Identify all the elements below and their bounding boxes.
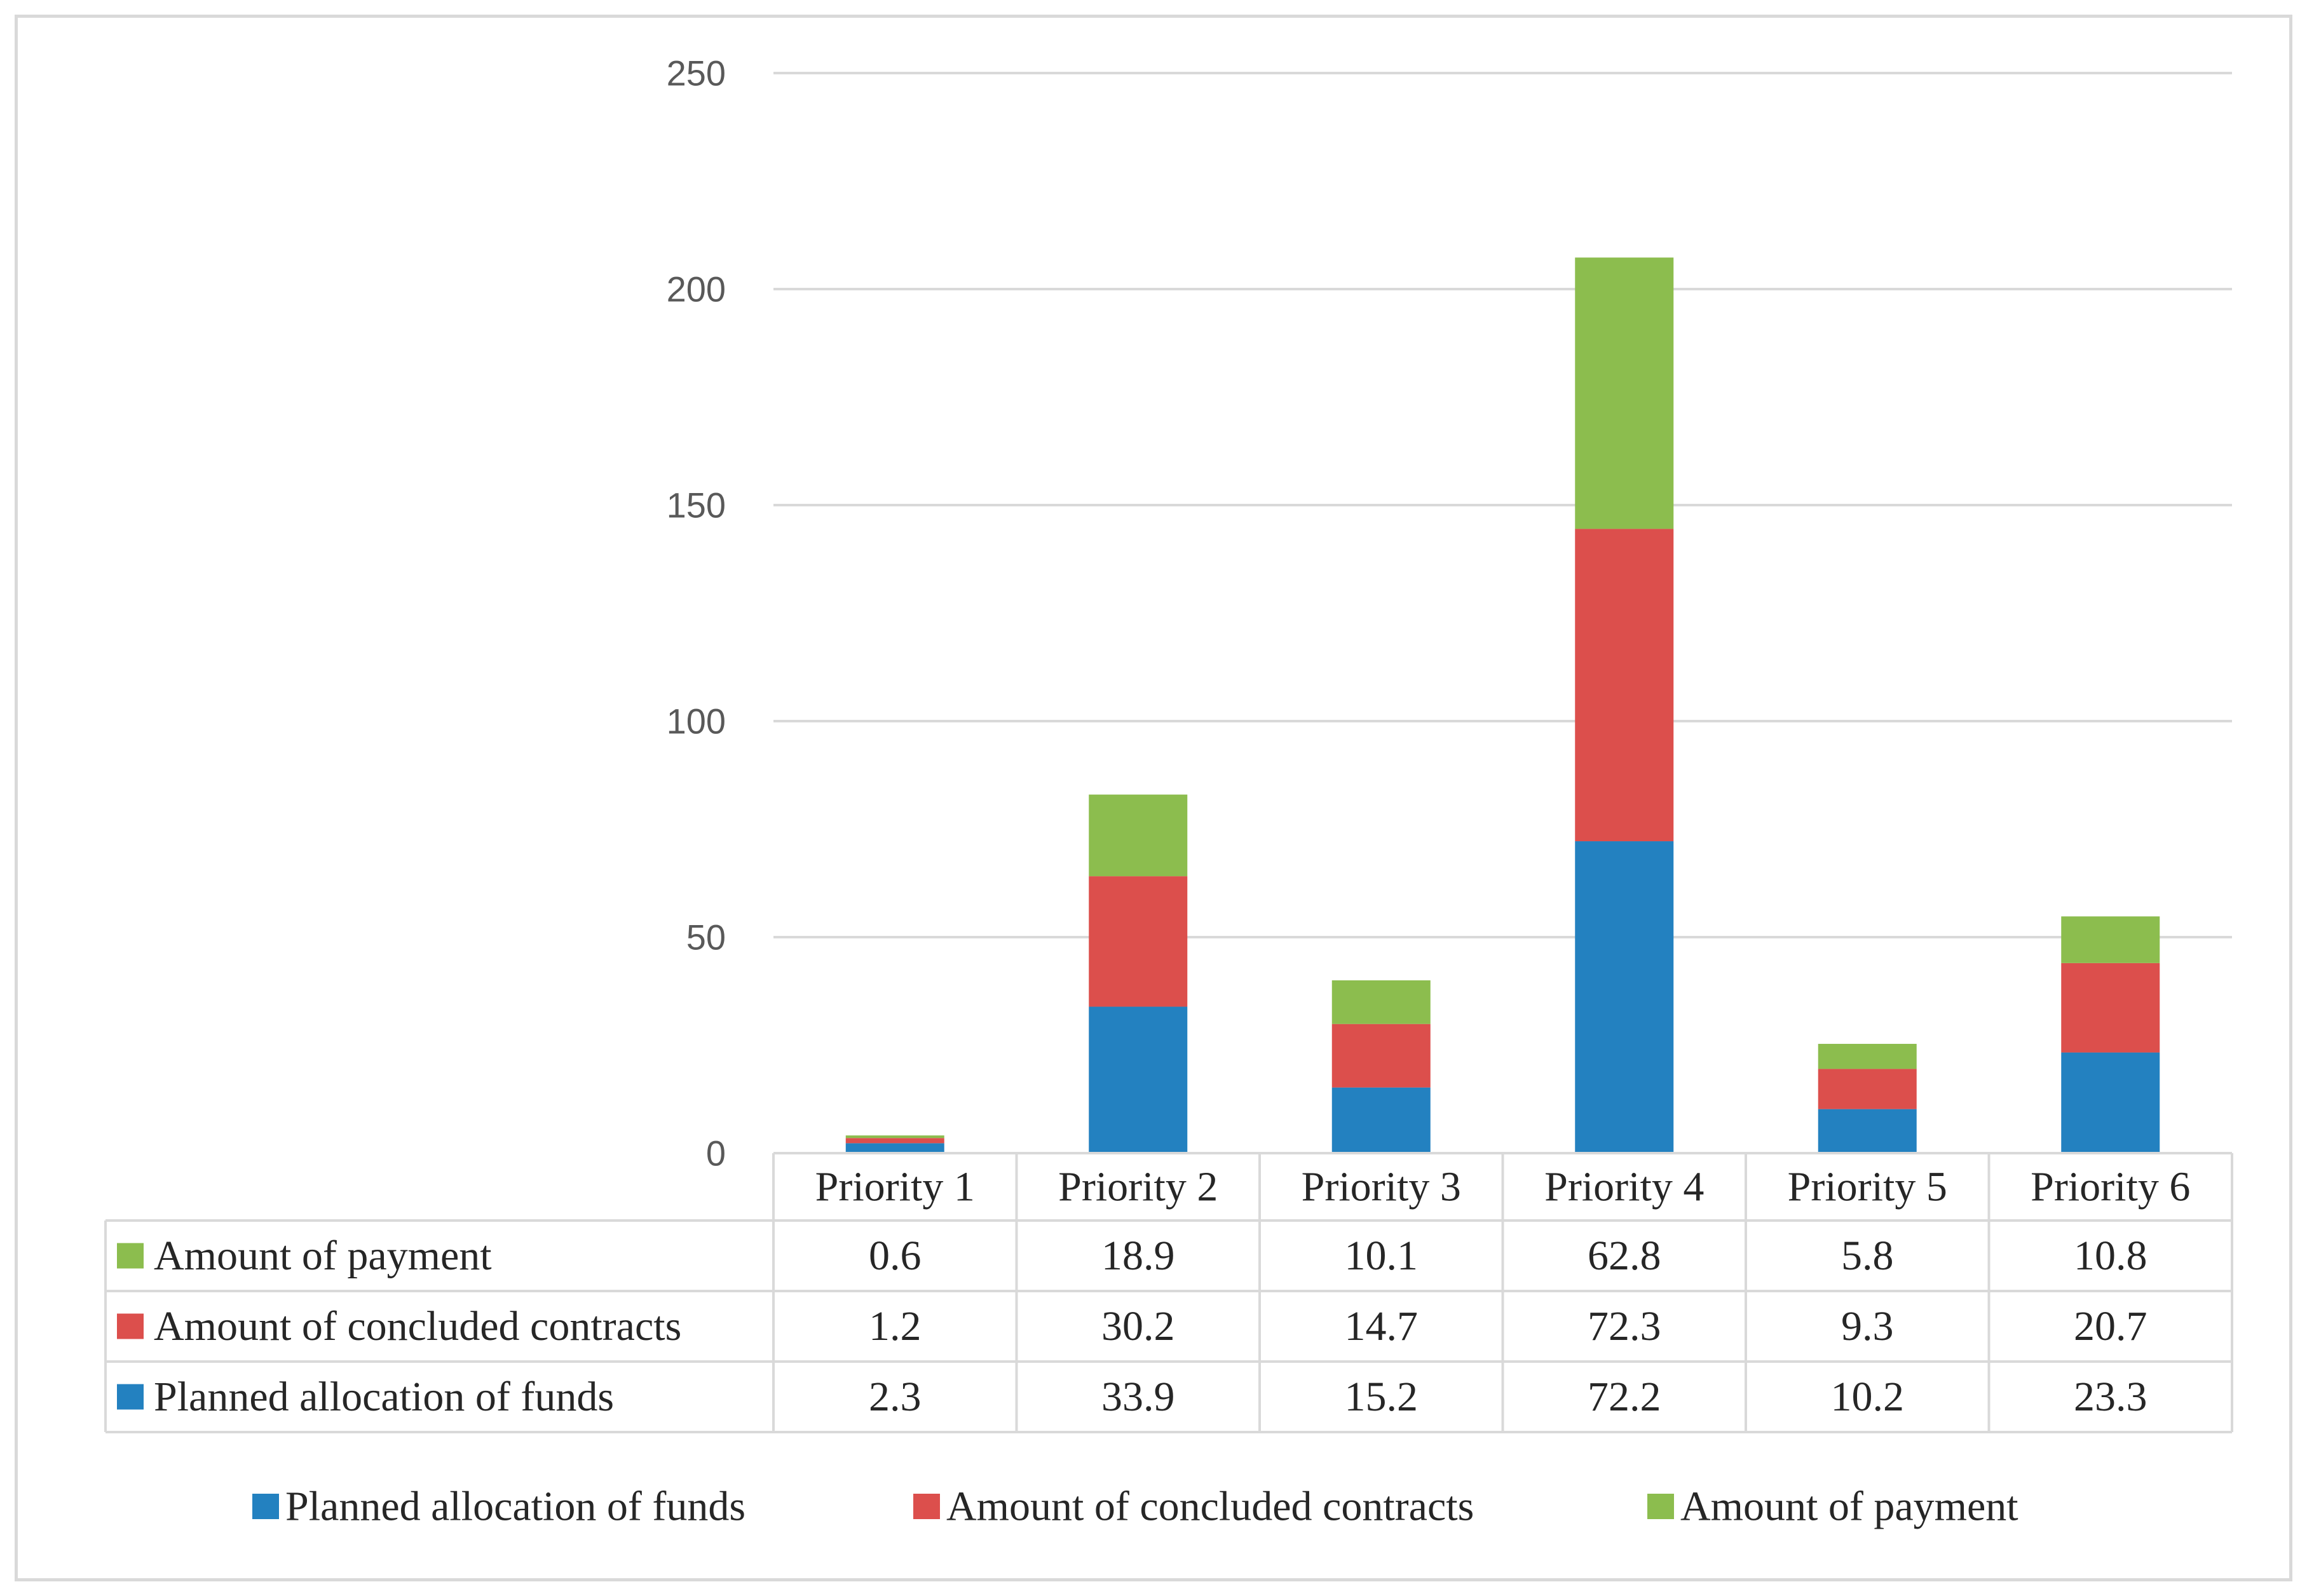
table-row-label: Amount of payment: [154, 1233, 492, 1279]
data-label: 14.7: [1345, 1303, 1419, 1349]
legend-swatch-2: [913, 1494, 940, 1519]
bar-3-priority-2: [1089, 794, 1188, 877]
y-tick-label: 100: [667, 701, 726, 741]
legend-swatch-3: [1647, 1494, 1674, 1519]
y-tick-label: 150: [667, 485, 726, 525]
data-label: 23.3: [2074, 1374, 2147, 1420]
data-label: 62.8: [1588, 1233, 1661, 1279]
bar-1-priority-4: [1575, 841, 1674, 1153]
table-row-label: Planned allocation of funds: [154, 1374, 614, 1420]
x-tick-label: Priority 2: [1058, 1164, 1218, 1210]
bar-2-priority-2: [1089, 876, 1188, 1007]
bar-2-priority-5: [1818, 1069, 1917, 1109]
legend-entry: Planned allocation of funds: [285, 1484, 745, 1530]
bar-3-priority-1: [845, 1135, 944, 1139]
bar-3-priority-6: [2061, 916, 2160, 963]
data-label: 72.3: [1588, 1303, 1661, 1349]
bar-3-priority-3: [1331, 980, 1431, 1024]
bar-2-priority-6: [2061, 963, 2160, 1053]
x-tick-label: Priority 4: [1544, 1164, 1704, 1210]
data-label: 18.9: [1101, 1233, 1175, 1279]
table-legend-key-2: [117, 1313, 144, 1339]
data-label: 10.8: [2074, 1233, 2147, 1279]
data-label: 10.2: [1831, 1374, 1905, 1420]
table-row-label: Amount of concluded contracts: [154, 1303, 681, 1349]
data-label: 1.2: [869, 1303, 922, 1349]
bar-2-priority-3: [1331, 1024, 1431, 1088]
x-tick-label: Priority 6: [2031, 1164, 2190, 1210]
legend-entry: Amount of concluded contracts: [946, 1484, 1474, 1530]
data-label: 10.1: [1345, 1233, 1419, 1279]
legend-swatch-1: [252, 1494, 279, 1519]
y-tick-label: 250: [667, 53, 726, 93]
bar-2-priority-4: [1575, 529, 1674, 842]
data-label: 15.2: [1345, 1374, 1419, 1420]
table-legend-key-1: [117, 1384, 144, 1410]
x-tick-label: Priority 5: [1788, 1164, 1947, 1210]
data-label: 2.3: [869, 1374, 922, 1420]
bar-3-priority-4: [1575, 257, 1674, 529]
data-label: 33.9: [1101, 1374, 1175, 1420]
y-tick-label: 200: [667, 269, 726, 309]
x-tick-label: Priority 1: [815, 1164, 975, 1210]
data-label: 9.3: [1841, 1303, 1894, 1349]
data-label: 5.8: [1841, 1233, 1894, 1279]
legend-entry: Amount of payment: [1680, 1484, 2018, 1530]
data-label: 30.2: [1101, 1303, 1175, 1349]
data-label: 0.6: [869, 1233, 922, 1279]
bar-3-priority-5: [1818, 1043, 1917, 1069]
table-legend-key-3: [117, 1243, 144, 1269]
bar-2-priority-1: [845, 1138, 944, 1144]
y-tick-label: 50: [686, 917, 726, 957]
bar-1-priority-1: [845, 1143, 944, 1153]
bar-1-priority-6: [2061, 1052, 2160, 1153]
bar-1-priority-3: [1331, 1087, 1431, 1153]
x-tick-label: Priority 3: [1302, 1164, 1461, 1210]
bar-1-priority-2: [1089, 1006, 1188, 1153]
data-label: 72.2: [1588, 1374, 1661, 1420]
data-label: 20.7: [2074, 1303, 2147, 1349]
bar-1-priority-5: [1818, 1109, 1917, 1153]
y-tick-label: 0: [706, 1133, 726, 1173]
